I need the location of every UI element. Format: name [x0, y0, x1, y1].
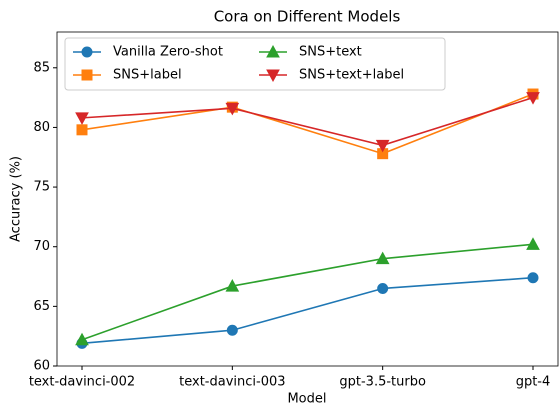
marker	[375, 251, 390, 265]
y-tick-label: 70	[33, 239, 50, 254]
chart-title: Cora on Different Models	[214, 8, 401, 26]
legend-box	[64, 37, 446, 91]
series-line	[81, 243, 534, 341]
x-tick-label: text-davinci-002	[29, 375, 135, 390]
marker	[225, 102, 240, 116]
marker	[225, 279, 240, 292]
marker	[226, 324, 238, 336]
x-tick-label: text-davinci-003	[179, 375, 285, 390]
legend-marker	[266, 69, 280, 83]
series-line	[81, 96, 534, 147]
y-tick-label: 60	[33, 359, 50, 374]
marker	[377, 282, 389, 294]
y-tick-label: 65	[33, 299, 50, 314]
y-tick-label: 80	[33, 120, 50, 135]
y-tick-label: 75	[33, 180, 50, 195]
marker	[375, 139, 390, 153]
marker	[526, 92, 540, 105]
legend-label: Vanilla Zero-shot	[113, 45, 223, 60]
x-tick-label: gpt-3.5-turbo	[339, 375, 426, 390]
y-axis-label: Accuracy (%)	[9, 156, 24, 242]
legend-marker	[81, 46, 93, 58]
legend-marker	[81, 69, 93, 81]
x-tick-label: gpt-4	[516, 375, 551, 390]
legend-marker	[266, 44, 280, 58]
marker	[526, 237, 540, 250]
marker	[75, 332, 89, 346]
series-line	[81, 93, 534, 155]
marker	[75, 112, 89, 125]
legend-label: SNS+text+label	[299, 68, 404, 83]
series-line	[81, 276, 534, 345]
plot-frame	[56, 31, 559, 367]
legend-label: SNS+label	[113, 68, 182, 83]
y-tick-label: 85	[33, 60, 50, 75]
marker	[76, 124, 88, 136]
legend-label: SNS+text	[299, 45, 362, 60]
marker	[527, 272, 539, 284]
x-axis-label: Model	[287, 392, 326, 407]
